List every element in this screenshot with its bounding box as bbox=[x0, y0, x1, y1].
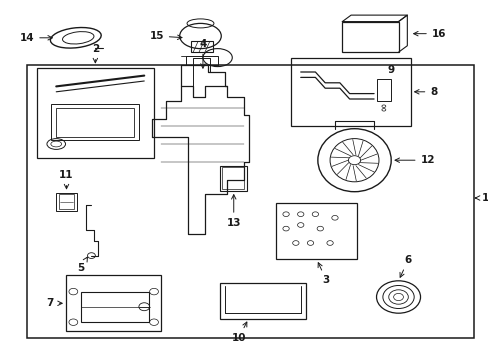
Bar bbox=[290, 58, 410, 126]
Text: 12: 12 bbox=[394, 155, 434, 165]
Bar bbox=[56, 108, 134, 137]
Text: 4: 4 bbox=[199, 39, 206, 68]
Text: 11: 11 bbox=[59, 170, 74, 189]
Text: 3: 3 bbox=[317, 263, 329, 285]
Text: 8: 8 bbox=[414, 87, 437, 97]
Bar bbox=[56, 193, 77, 211]
Text: 1: 1 bbox=[474, 193, 488, 203]
Bar bbox=[220, 283, 305, 319]
Text: 9: 9 bbox=[387, 65, 394, 75]
Text: 15: 15 bbox=[149, 31, 182, 41]
Text: 7: 7 bbox=[46, 298, 62, 308]
Text: 2: 2 bbox=[92, 44, 99, 63]
Text: 14: 14 bbox=[20, 33, 52, 43]
Bar bbox=[276, 203, 356, 259]
Text: 10: 10 bbox=[231, 322, 246, 343]
Text: 16: 16 bbox=[413, 29, 446, 39]
Text: 6: 6 bbox=[399, 255, 411, 277]
Bar bbox=[342, 22, 398, 52]
Text: 5: 5 bbox=[77, 257, 87, 273]
Bar bbox=[59, 194, 74, 209]
Bar bbox=[222, 167, 244, 189]
Bar bbox=[376, 79, 390, 101]
Bar bbox=[37, 68, 154, 158]
Text: 13: 13 bbox=[226, 195, 241, 228]
Bar bbox=[81, 292, 149, 322]
Bar bbox=[220, 166, 246, 191]
Bar bbox=[51, 104, 139, 140]
Bar bbox=[66, 275, 161, 331]
Bar bbox=[190, 41, 212, 52]
Bar bbox=[27, 65, 473, 338]
Bar bbox=[185, 56, 217, 65]
